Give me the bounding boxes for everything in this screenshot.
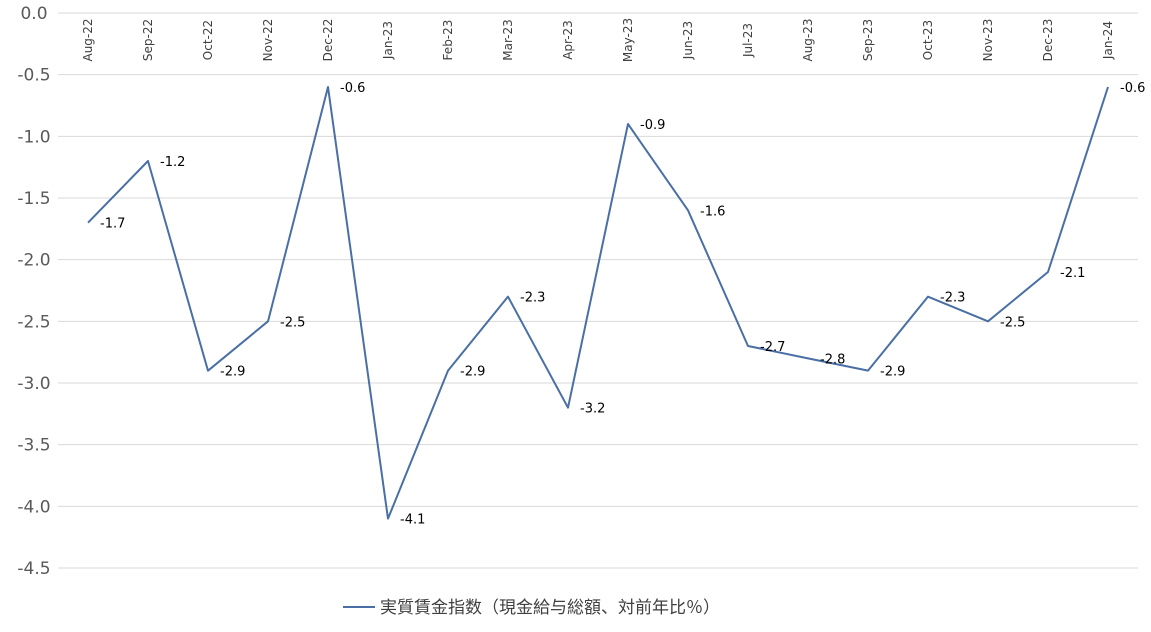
x-tick-label: Nov-23 <box>981 19 995 62</box>
legend-label: 実質賃金指数（現金給与総額、対前年比％） <box>380 598 720 618</box>
y-tick-label: -4.5 <box>17 559 50 579</box>
x-tick-label: Oct-23 <box>921 20 935 60</box>
y-axis-ticks: 0.0 -0.5 -1.0 -1.5 -2.0 -2.5 -3.0 -3.5 -4.0 -4.5 <box>17 4 50 579</box>
x-axis-ticks: Aug-22 Sep-22 Oct-22 Nov-22 Dec-22 Jan-23 Feb-… <box>81 18 1115 62</box>
y-tick-label: -2.5 <box>17 312 50 332</box>
data-label: -0.9 <box>640 118 665 133</box>
data-label: -2.9 <box>220 365 245 380</box>
y-tick-label: -3.5 <box>17 436 50 456</box>
x-tick-label: Aug-22 <box>81 18 95 61</box>
x-tick-label: Dec-23 <box>1041 19 1055 62</box>
data-label: -2.5 <box>280 315 305 330</box>
x-tick-label: Dec-22 <box>321 19 335 62</box>
data-label: -0.6 <box>340 81 365 96</box>
x-tick-label: Apr-23 <box>561 20 575 60</box>
x-tick-label: Mar-23 <box>501 19 515 60</box>
data-label: -2.7 <box>760 340 785 355</box>
data-labels: -1.7 -1.2 -2.9 -2.5 -0.6 -4.1 -2.9 -2.3 -3.2 -0.9… <box>100 81 1145 528</box>
data-label: -4.1 <box>400 513 425 528</box>
x-tick-label: Aug-23 <box>801 18 815 61</box>
data-label: -2.1 <box>1060 266 1085 281</box>
y-tick-label: -3.0 <box>17 374 50 394</box>
data-label: -0.6 <box>1120 81 1145 96</box>
data-label: -1.7 <box>100 217 125 232</box>
x-tick-label: Jan-23 <box>381 21 395 60</box>
data-label: -2.5 <box>1000 315 1025 330</box>
data-label: -3.2 <box>580 402 605 417</box>
series-line-group <box>87 86 1109 520</box>
data-label: -1.2 <box>160 155 185 170</box>
y-tick-label: -0.5 <box>17 66 50 86</box>
x-tick-label: Jul-23 <box>741 23 755 58</box>
x-tick-label: Sep-22 <box>141 19 155 61</box>
y-tick-label: -2.0 <box>17 251 50 271</box>
x-tick-label: Oct-22 <box>201 20 215 60</box>
y-tick-label: -1.5 <box>17 189 50 209</box>
data-label: -2.3 <box>940 291 965 306</box>
y-tick-label: 0.0 <box>20 4 47 24</box>
gridlines <box>58 12 1138 569</box>
x-tick-label: Sep-23 <box>861 19 875 61</box>
x-tick-label: May-23 <box>621 18 635 62</box>
y-tick-label: -4.0 <box>17 497 50 517</box>
x-tick-label: Jun-23 <box>681 21 695 60</box>
data-label: -2.9 <box>460 365 485 380</box>
data-label: -2.9 <box>880 365 905 380</box>
data-label: -2.3 <box>520 291 545 306</box>
y-tick-label: -1.0 <box>17 127 50 147</box>
legend: 実質賃金指数（現金給与総額、対前年比％） <box>343 598 720 618</box>
x-tick-label: Jan-24 <box>1101 21 1115 60</box>
data-label: -1.6 <box>700 204 725 219</box>
data-label: -2.8 <box>820 352 845 367</box>
series-line <box>87 86 1109 520</box>
x-tick-label: Nov-22 <box>261 19 275 62</box>
x-tick-label: Feb-23 <box>441 20 455 61</box>
